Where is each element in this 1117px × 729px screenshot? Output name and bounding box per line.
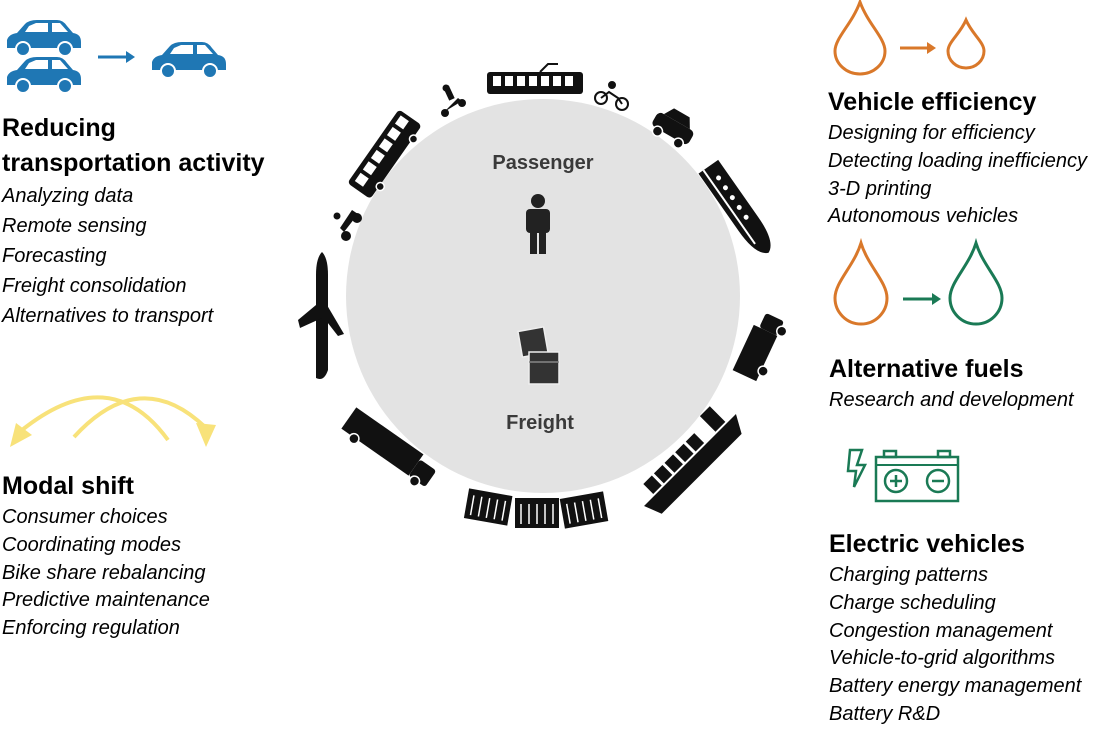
plus-icon (883, 468, 909, 494)
list-item: Remote sensing (2, 215, 147, 237)
boxes-icon (517, 326, 560, 385)
bus-icon (348, 110, 421, 198)
scooter-icon (441, 84, 466, 117)
list-item: Freight consolidation (2, 275, 187, 297)
drop-icon (948, 237, 1004, 326)
list-item: Analyzing data (2, 185, 134, 207)
list-item: Forecasting (2, 245, 107, 267)
list-item: Alternatives to transport (2, 305, 214, 327)
truck-icon (341, 407, 436, 487)
drop-icon (833, 237, 889, 326)
motorcycle-icon (333, 210, 362, 241)
reducing-section: Reducing transportation activity Analyzi… (2, 111, 265, 331)
reducing-list: Analyzing data Remote sensing Forecastin… (2, 181, 265, 331)
alternative-fuels-section: Alternative fuels Research and developme… (829, 352, 1074, 415)
list-item: Research and development (829, 389, 1074, 411)
battery-charge-icon (846, 448, 960, 503)
orange-drop-to-green-drop-icon (833, 237, 1004, 326)
drop-icon (946, 16, 986, 70)
list-item: Designing for efficiency (828, 122, 1035, 144)
reducing-title-line2: transportation activity (2, 149, 265, 177)
lightning-icon (846, 448, 868, 488)
curved-arrows-icon (10, 395, 216, 447)
cargo-ship-icon (643, 406, 742, 514)
electric-vehicles-section: Electric vehicles Charging patterns Char… (829, 527, 1081, 729)
list-item: Battery R&D (829, 702, 941, 725)
list-item: 3-D printing (828, 177, 932, 200)
freight-train-icon (463, 488, 609, 529)
vehicle-efficiency-title: Vehicle efficiency (828, 88, 1037, 116)
drop-icon (833, 0, 887, 76)
mode-circle (346, 99, 740, 493)
car-icon (151, 41, 227, 79)
vehicle-efficiency-section: Vehicle efficiency Designing for efficie… (828, 85, 1087, 231)
passenger-label: Passenger (492, 152, 593, 174)
modal-shift-title: Modal shift (2, 472, 134, 500)
freight-label: Freight (506, 412, 574, 434)
car-icon (6, 56, 82, 94)
transport-mode-circle: Passenger Freight (298, 63, 788, 529)
car-reduction-icon (6, 19, 227, 94)
list-item: Congestion management (829, 619, 1053, 642)
airplane-icon (298, 252, 344, 379)
car-icon (651, 108, 694, 149)
alternative-fuels-title: Alternative fuels (829, 355, 1024, 383)
modal-shift-section: Modal shift Consumer choices Coordinatin… (2, 469, 210, 643)
list-item: Predictive maintenance (2, 589, 210, 612)
list-item: Vehicle-to-grid algorithms (829, 647, 1056, 670)
list-item: Consumer choices (2, 506, 168, 528)
list-item: Charge scheduling (829, 591, 996, 614)
list-item: Charging patterns (829, 564, 988, 586)
tram-icon (487, 63, 583, 94)
delivery-truck-icon (732, 313, 788, 382)
bicycle-icon (594, 81, 629, 111)
car-icon (6, 19, 82, 57)
electric-vehicles-list: Charging patterns Charge scheduling Cong… (829, 562, 1081, 729)
list-item: Detecting loading inefficiency (828, 149, 1088, 172)
reducing-title-line1: Reducing (2, 114, 116, 142)
minus-icon (925, 468, 951, 494)
list-item: Bike share rebalancing (2, 561, 206, 584)
list-item: Autonomous vehicles (828, 205, 1019, 228)
large-drop-to-small-drop-icon (833, 0, 986, 76)
list-item: Coordinating modes (2, 533, 181, 556)
alternative-fuels-list: Research and development (829, 387, 1074, 415)
list-item: Enforcing regulation (2, 617, 180, 640)
person-icon (526, 194, 550, 254)
vehicle-efficiency-list: Designing for efficiency Detecting loadi… (828, 120, 1087, 231)
high-speed-train-icon (698, 159, 771, 254)
modal-shift-list: Consumer choices Coordinating modes Bike… (2, 504, 210, 643)
list-item: Battery energy management (829, 675, 1082, 698)
electric-vehicles-title: Electric vehicles (829, 530, 1025, 558)
